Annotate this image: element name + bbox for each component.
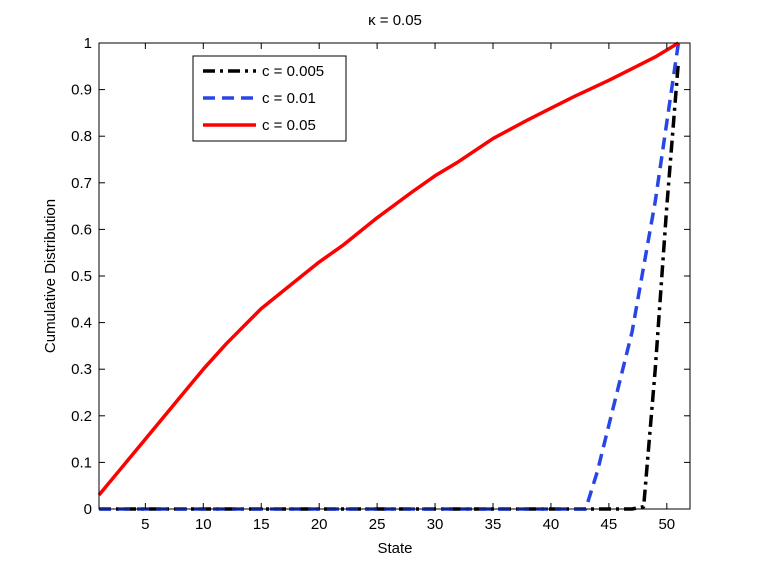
x-tick-label: 10 [195,516,212,533]
plot-background [99,43,690,509]
x-axis-label: State [377,540,412,557]
y-tick-label: 0.3 [71,361,92,378]
y-tick-label: 0.7 [71,175,92,192]
chart-title: κ = 0.05 [368,12,422,29]
x-tick-label: 20 [311,516,328,533]
axes-layer: 5 10 15 20 25 30 35 40 45 50 0 0.1 0.2 0.3 0.4 0.5 0.6 0.… [71,35,691,533]
x-tick-label: 35 [485,516,502,533]
legend-label-1: c = 0.005 [262,63,324,80]
y-tick-label: 0.4 [71,315,92,332]
plot-area [99,43,690,509]
legend-box [192,55,347,142]
x-tick-label: 45 [601,516,618,533]
y-tick-label: 0 [84,501,92,518]
y-tick-label: 0.5 [71,268,92,285]
x-tick-label: 15 [253,516,270,533]
x-tick-label: 30 [427,516,444,533]
y-tick-label: 0.2 [71,408,92,425]
y-tick-label: 1 [84,35,92,52]
x-tick-label: 5 [141,516,149,533]
y-tick-label: 0.8 [71,128,92,145]
y-tick-label: 0.9 [71,82,92,99]
x-tick-label: 40 [543,516,560,533]
series-line-3 [97,41,680,497]
legend-label-2: c = 0.01 [262,90,316,107]
x-tick-label: 25 [369,516,386,533]
y-axis-label: Cumulative Distribution [42,199,59,353]
y-tick-label: 0.6 [71,221,92,238]
series-line-2 [99,42,681,511]
legend-label-3: c = 0.05 [262,117,316,134]
legend: c = 0.005 c = 0.01 c = 0.05 [192,55,347,142]
x-tick-label: 50 [658,516,675,533]
y-tick-label: 0.1 [71,454,92,471]
